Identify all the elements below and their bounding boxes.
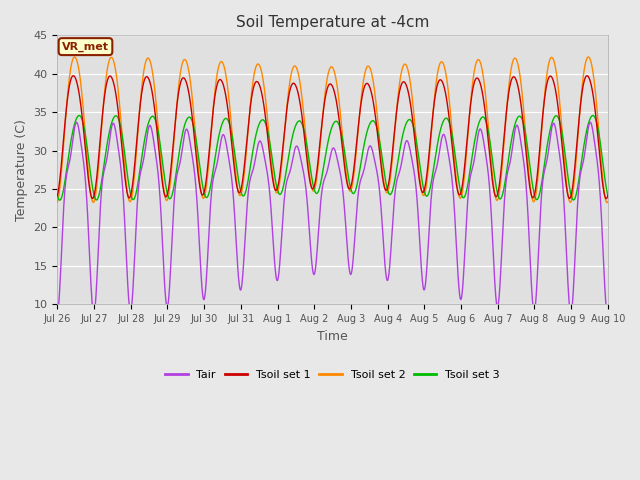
Y-axis label: Temperature (C): Temperature (C) (15, 119, 28, 221)
Legend: Tair, Tsoil set 1, Tsoil set 2, Tsoil set 3: Tair, Tsoil set 1, Tsoil set 2, Tsoil se… (161, 366, 504, 385)
Text: VR_met: VR_met (62, 41, 109, 52)
Title: Soil Temperature at -4cm: Soil Temperature at -4cm (236, 15, 429, 30)
X-axis label: Time: Time (317, 330, 348, 343)
